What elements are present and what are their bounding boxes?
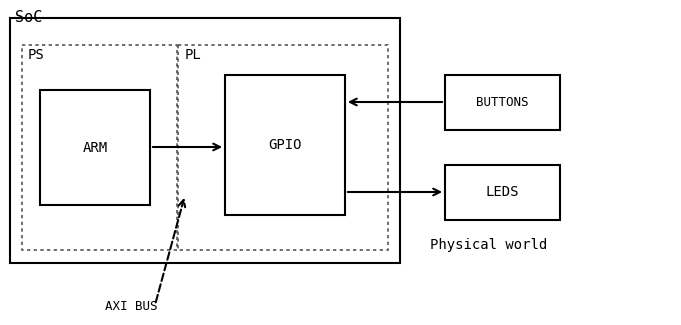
Bar xyxy=(40,90,150,205)
Text: SoC: SoC xyxy=(15,10,42,25)
Text: PS: PS xyxy=(28,48,45,62)
Text: Physical world: Physical world xyxy=(430,238,548,252)
Text: AXI BUS: AXI BUS xyxy=(105,300,157,313)
Text: BUTTONS: BUTTONS xyxy=(476,96,528,109)
Bar xyxy=(445,75,560,130)
Text: ARM: ARM xyxy=(82,140,108,154)
Bar xyxy=(225,75,345,215)
Bar xyxy=(22,45,177,250)
Text: PL: PL xyxy=(185,48,202,62)
Bar xyxy=(178,45,388,250)
Bar xyxy=(445,165,560,220)
Text: LEDS: LEDS xyxy=(486,186,519,200)
Bar xyxy=(10,18,400,263)
Text: GPIO: GPIO xyxy=(268,138,302,152)
